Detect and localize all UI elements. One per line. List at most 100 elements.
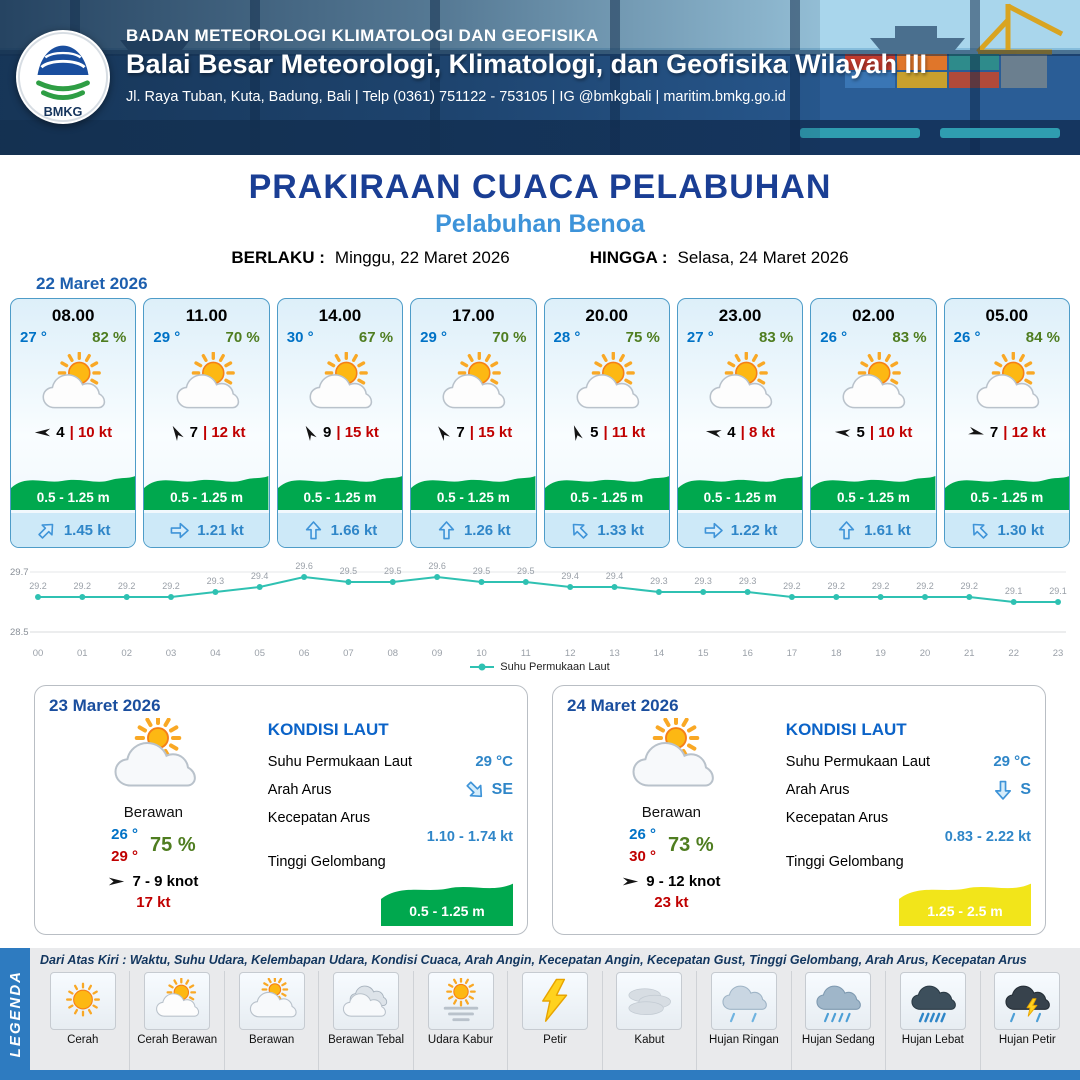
humidity: 84 % bbox=[1025, 329, 1060, 346]
wave-height-band: 0.5 - 1.25 m bbox=[11, 466, 136, 510]
current-direction-icon bbox=[992, 779, 1014, 801]
weather-icon bbox=[427, 972, 494, 1030]
legend-item-label: Hujan Ringan bbox=[709, 1034, 779, 1046]
air-temperature: 26 ° bbox=[953, 329, 981, 346]
svg-text:29.3: 29.3 bbox=[694, 576, 712, 586]
svg-text:17: 17 bbox=[787, 648, 798, 659]
wave-shape bbox=[944, 476, 1069, 510]
current-strip: 1.30 kt bbox=[944, 513, 1069, 547]
page-title: PRAKIRAAN CUACA PELABUHAN bbox=[248, 168, 832, 206]
wind-direction-icon bbox=[298, 421, 321, 444]
daily-date: 24 Maret 2026 bbox=[567, 696, 679, 715]
svg-text:15: 15 bbox=[698, 648, 709, 659]
forecast-time: 23.00 bbox=[718, 306, 762, 325]
svg-text:29.1: 29.1 bbox=[1005, 586, 1023, 596]
humidity: 83 % bbox=[892, 329, 927, 346]
current-speed: 1.10 - 1.74 kt bbox=[426, 829, 513, 845]
legend-item: Cerah Berawan bbox=[129, 971, 223, 1070]
gust-speed: 23 kt bbox=[654, 893, 689, 911]
wave-shape bbox=[411, 476, 536, 510]
air-temperature: 29 ° bbox=[420, 329, 447, 346]
wind-row: 4 | 10 kt bbox=[11, 424, 135, 441]
wind-speed: 4 bbox=[56, 424, 65, 441]
office-name: Balai Besar Meteorologi, Klimatologi, da… bbox=[126, 49, 927, 79]
air-temperature: 28 ° bbox=[553, 329, 581, 346]
current-strip: 1.21 kt bbox=[144, 513, 269, 547]
sst-chart: 29.7 28.5 29.2 00 29.2 01 29.2 02 29.2 03 29.3 04 29… bbox=[10, 561, 1067, 659]
humidity: 70 % bbox=[492, 329, 527, 346]
wave-height-label: Tinggi Gelombang bbox=[267, 854, 386, 870]
current-direction-icon bbox=[169, 520, 190, 541]
svg-text:29.2: 29.2 bbox=[916, 581, 934, 591]
valid-from-label: BERLAKU : bbox=[231, 248, 325, 267]
legend-banner: LEGENDA bbox=[0, 948, 30, 1080]
svg-text:18: 18 bbox=[831, 648, 842, 659]
wind-speed-range: 9 - 12 knot bbox=[646, 872, 721, 890]
hourly-forecast-card: 23.00 27 ° 83 % 4 | 8 kt 0.5 - 1.25 m 1.… bbox=[676, 298, 804, 548]
air-temperature: 29 ° bbox=[153, 329, 181, 346]
weather-icon bbox=[411, 346, 535, 424]
validity-row: BERLAKU : Minggu, 22 Maret 2026 HINGGA :… bbox=[0, 248, 1080, 268]
wave-height: 1.25 - 2.5 m bbox=[927, 903, 1003, 919]
wind-row: 5 | 11 kt bbox=[545, 424, 669, 441]
current-speed: 1.26 kt bbox=[463, 521, 511, 539]
gust-speed: | 10 kt bbox=[869, 424, 913, 441]
weather-icon bbox=[624, 714, 718, 803]
svg-text:29.2: 29.2 bbox=[118, 581, 136, 591]
hourly-forecast-card: 20.00 28 ° 75 % 5 | 11 kt 0.5 - 1.25 m 1… bbox=[543, 298, 670, 548]
svg-text:19: 19 bbox=[875, 648, 886, 659]
sst-legend-marker bbox=[470, 663, 495, 671]
weather-icon bbox=[49, 972, 116, 1030]
svg-text:29.1: 29.1 bbox=[1049, 586, 1067, 596]
svg-text:06: 06 bbox=[299, 648, 310, 659]
svg-text:29.2: 29.2 bbox=[74, 581, 92, 591]
legend-item: Hujan Lebat bbox=[885, 971, 979, 1070]
wind-row: 7 | 12 kt bbox=[144, 421, 268, 444]
legend-item-label: Udara Kabur bbox=[427, 1034, 494, 1046]
wind-row: 4 | 8 kt bbox=[678, 424, 802, 441]
wave-height: 0.5 - 1.25 m bbox=[170, 490, 243, 505]
weather-icon bbox=[144, 346, 268, 424]
wind-direction-icon bbox=[164, 421, 187, 444]
current-strip: 1.66 kt bbox=[277, 513, 403, 547]
wave-shape bbox=[811, 476, 936, 510]
gust-speed: | 15 kt bbox=[469, 424, 513, 441]
valid-until-label: HINGGA : bbox=[589, 248, 668, 267]
svg-text:08: 08 bbox=[388, 648, 399, 659]
min-temperature: 26 ° bbox=[111, 826, 139, 843]
legend-item: Hujan Petir bbox=[979, 971, 1074, 1070]
wave-height-label: Tinggi Gelombang bbox=[785, 854, 904, 870]
svg-text:29.2: 29.2 bbox=[872, 581, 890, 591]
air-temperature: 26 ° bbox=[820, 329, 848, 346]
wind-speed: 7 bbox=[189, 424, 198, 441]
svg-text:11: 11 bbox=[521, 648, 531, 659]
wind-row: 7 | 15 kt bbox=[411, 424, 535, 441]
current-direction-icon bbox=[436, 520, 457, 541]
sea-conditions-title: KONDISI LAUT bbox=[785, 720, 907, 739]
svg-text:28.5: 28.5 bbox=[10, 627, 29, 638]
contact-info: Jl. Raya Tuban, Kuta, Badung, Bali | Tel… bbox=[126, 89, 786, 105]
svg-text:29.2: 29.2 bbox=[162, 581, 180, 591]
svg-text:29.5: 29.5 bbox=[340, 566, 358, 576]
wind-direction-icon bbox=[622, 873, 639, 890]
current-direction-icon bbox=[303, 520, 324, 541]
legend-item-label: Hujan Lebat bbox=[901, 1034, 964, 1046]
legend-item: Hujan Ringan bbox=[696, 971, 790, 1070]
current-speed: 1.22 kt bbox=[730, 521, 778, 539]
wind-row: 9 | 15 kt bbox=[278, 421, 402, 444]
svg-text:29.4: 29.4 bbox=[561, 571, 579, 581]
legend-items-row: Cerah Cerah Berawan Berawan Berawan Teba… bbox=[30, 969, 1080, 1070]
legend-item: Petir bbox=[507, 971, 601, 1070]
weather-icon bbox=[144, 972, 211, 1030]
air-temperature: 30 ° bbox=[286, 329, 314, 346]
wave-shape bbox=[11, 476, 136, 510]
legend-item-label: Hujan Petir bbox=[998, 1034, 1056, 1046]
wave-shape bbox=[144, 476, 269, 510]
wave-height-band: 0.5 - 1.25 m bbox=[144, 466, 269, 510]
sst-label: Suhu Permukaan Laut bbox=[785, 753, 931, 770]
weather-icon bbox=[238, 972, 305, 1030]
wind-row: 7 | 12 kt bbox=[945, 424, 1069, 441]
forecast-time: 05.00 bbox=[985, 306, 1029, 325]
forecast-time: 14.00 bbox=[318, 306, 362, 325]
wave-height-band: 0.5 - 1.25 m bbox=[277, 466, 403, 510]
